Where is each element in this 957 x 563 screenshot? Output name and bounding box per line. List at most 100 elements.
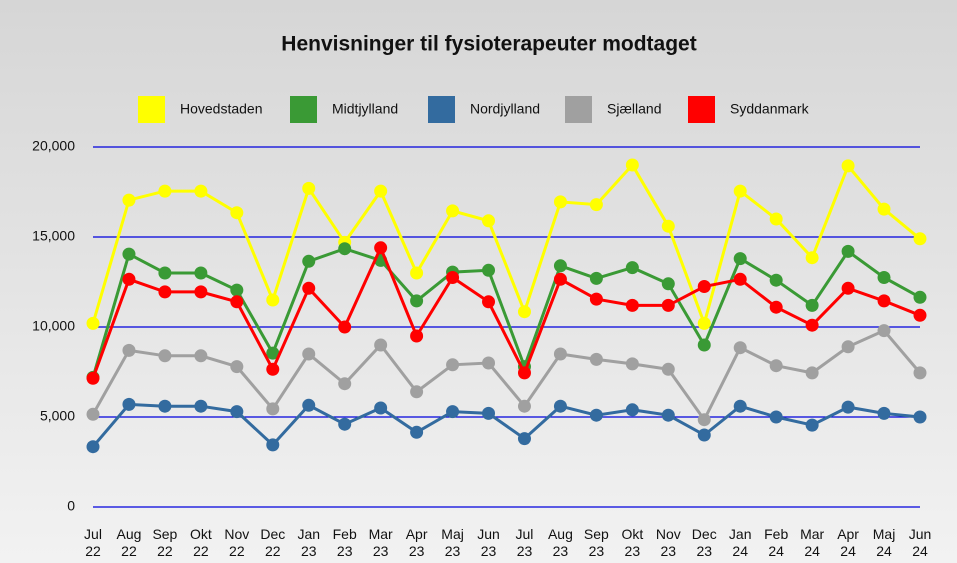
data-point — [733, 272, 747, 286]
data-point — [122, 272, 136, 286]
data-point — [86, 316, 100, 330]
data-point — [625, 298, 639, 312]
data-point — [482, 295, 496, 309]
x-tick-label: Apr 23 — [406, 526, 428, 559]
data-point — [697, 338, 711, 352]
x-tick-label: Jan 24 — [729, 526, 752, 559]
data-point — [625, 261, 639, 275]
data-point — [589, 352, 603, 366]
data-point — [338, 242, 352, 256]
data-point — [913, 366, 927, 380]
data-point — [446, 204, 460, 218]
data-point — [482, 263, 496, 277]
data-point — [625, 403, 639, 417]
data-point — [158, 399, 172, 413]
x-tick-label: Sep 23 — [584, 526, 609, 559]
data-point — [517, 399, 531, 413]
legend-swatch — [428, 96, 455, 123]
legend-swatch — [290, 96, 317, 123]
data-point — [769, 410, 783, 424]
data-point — [913, 232, 927, 246]
data-point — [338, 377, 352, 391]
data-point — [805, 366, 819, 380]
data-point — [805, 298, 819, 312]
data-point — [805, 418, 819, 432]
data-point — [625, 357, 639, 371]
x-tick-label: Feb 24 — [764, 526, 788, 559]
data-point — [86, 440, 100, 454]
data-point — [553, 272, 567, 286]
x-tick-label: Dec 23 — [692, 526, 717, 559]
data-point — [194, 399, 208, 413]
data-point — [230, 405, 244, 419]
x-tick-label: Jan 23 — [297, 526, 320, 559]
data-point — [553, 347, 567, 361]
data-point — [302, 347, 316, 361]
data-point — [194, 285, 208, 299]
x-tick-label: Maj 23 — [441, 526, 464, 559]
data-point — [86, 407, 100, 421]
data-point — [661, 298, 675, 312]
data-point — [446, 405, 460, 419]
data-point — [733, 399, 747, 413]
data-point — [158, 184, 172, 198]
data-point — [805, 318, 819, 332]
data-point — [410, 385, 424, 399]
data-point — [877, 294, 891, 308]
x-tick-label: Dec 22 — [260, 526, 285, 559]
data-point — [266, 438, 280, 452]
x-tick-label: Jun 24 — [909, 526, 932, 559]
series-line — [91, 247, 921, 378]
data-point — [877, 271, 891, 284]
legend-label: Sjælland — [607, 101, 661, 117]
data-point — [338, 320, 352, 334]
data-point — [589, 292, 603, 306]
data-point — [374, 241, 388, 255]
data-point — [482, 214, 496, 228]
x-tick-label: Jul 23 — [516, 526, 534, 559]
legend-label: Midtjylland — [332, 101, 398, 117]
data-point — [769, 300, 783, 314]
data-point — [374, 338, 388, 352]
data-point — [230, 206, 244, 220]
data-point — [913, 308, 927, 322]
y-tick-label: 15,000 — [32, 228, 75, 244]
x-tick-label: Mar 24 — [800, 526, 824, 559]
data-point — [661, 362, 675, 376]
data-point — [482, 356, 496, 370]
data-point — [122, 193, 136, 207]
data-point — [841, 244, 855, 258]
data-point — [697, 428, 711, 442]
data-point — [589, 271, 603, 285]
data-point — [553, 399, 567, 413]
data-point — [446, 271, 460, 284]
data-point — [553, 259, 567, 273]
data-point — [410, 329, 424, 343]
data-point — [302, 281, 316, 295]
data-point — [194, 266, 208, 280]
x-tick-label: Nov 22 — [224, 526, 249, 559]
data-point — [266, 402, 280, 416]
data-point — [733, 184, 747, 198]
data-point — [913, 290, 927, 304]
data-point — [769, 359, 783, 373]
chart-title: Henvisninger til fysioterapeuter modtage… — [281, 33, 696, 56]
data-point — [410, 294, 424, 308]
series-line — [91, 162, 921, 329]
data-point — [517, 432, 531, 446]
legend-swatch — [565, 96, 592, 123]
data-point — [194, 349, 208, 363]
data-point — [697, 280, 711, 293]
data-point — [338, 417, 352, 431]
data-point — [877, 324, 891, 338]
data-point — [410, 266, 424, 280]
data-point — [266, 293, 280, 307]
data-point — [302, 398, 316, 412]
data-point — [374, 401, 388, 415]
data-point — [517, 366, 531, 380]
data-point — [158, 285, 172, 299]
data-point — [769, 212, 783, 226]
x-tick-label: Mar 23 — [369, 526, 393, 559]
data-point — [122, 343, 136, 357]
